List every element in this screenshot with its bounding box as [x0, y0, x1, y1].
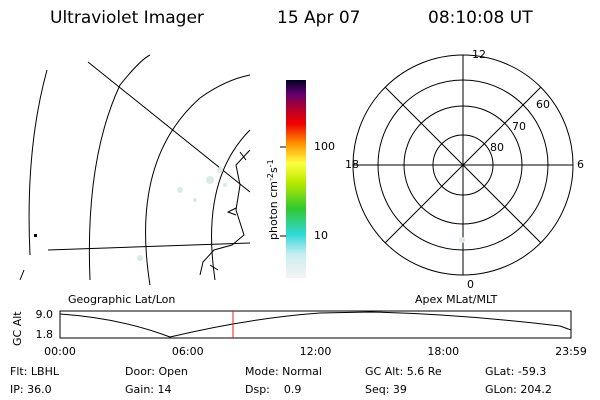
- x-tick-label: 23:59: [555, 345, 587, 358]
- lat-line: [88, 54, 151, 281]
- lat-label: 80: [490, 141, 504, 154]
- x-tick-label: 00:00: [44, 345, 76, 358]
- lat-label: 70: [512, 120, 526, 133]
- y-tick-label: 9.0: [36, 308, 54, 321]
- info-field: Seq: 39: [365, 383, 407, 396]
- date: 15 Apr 07: [277, 8, 360, 28]
- title: Ultraviolet Imager: [50, 8, 204, 28]
- lon-line: [87, 61, 251, 193]
- exp: -2: [266, 173, 275, 181]
- polar-grid: [352, 54, 574, 276]
- map-label: Geographic Lat/Lon: [68, 293, 175, 306]
- x-tick-label: 06:00: [172, 345, 204, 358]
- geographic-map: [19, 54, 251, 286]
- unit: photon cm: [267, 181, 280, 240]
- x-tick-label: 18:00: [427, 345, 459, 358]
- colorbar-tick-label: 100: [314, 140, 335, 153]
- x-tick-label: 12:00: [300, 345, 332, 358]
- lat-line: [211, 129, 251, 281]
- time: 08:10:08 UT: [428, 8, 533, 28]
- info-field: Door: Open: [125, 365, 188, 378]
- lat-line: [145, 74, 251, 286]
- marker: [34, 234, 37, 237]
- altitude-frame: [59, 310, 572, 339]
- altitude-axis-label: GC Alt: [11, 311, 24, 346]
- coastline: [19, 149, 251, 281]
- info-panel: Flt: LBHL Door: Open Mode: Normal GC Alt: 5…: [10, 365, 552, 396]
- info-field: IP: 36.0: [10, 383, 52, 396]
- info-field: Gain: 14: [125, 383, 172, 396]
- x-ticks: 00:00 06:00 12:00 18:00 23:59: [44, 345, 587, 358]
- aurora: [137, 167, 227, 261]
- info-field: Mode: Normal: [245, 365, 322, 378]
- info-field: Dsp: 0.9: [245, 383, 301, 396]
- info-field: GLat: -59.3: [485, 365, 546, 378]
- lon-line: [47, 242, 251, 251]
- mlt-label: 12: [472, 48, 486, 61]
- info-field: GLon: 204.2: [485, 383, 552, 396]
- map-label: Apex MLat/MLT: [415, 293, 498, 306]
- y-tick-label: 1.8: [36, 328, 54, 341]
- altitude-curve: [59, 311, 572, 338]
- colorbar-tick-label: 10: [314, 229, 328, 242]
- mlt-label: 18: [345, 158, 359, 171]
- info-field: GC Alt: 5.6 Re: [365, 365, 442, 378]
- mlt-label: 0: [467, 278, 474, 291]
- exp: -1: [266, 159, 275, 167]
- info-field: Flt: LBHL: [10, 365, 60, 378]
- colorbar-label: photon cm-2s-1: [266, 159, 281, 240]
- colorbar: [286, 80, 306, 278]
- unit: s: [267, 167, 280, 173]
- mlt-label: 6: [577, 158, 584, 171]
- lat-line: [28, 69, 48, 256]
- lat-label: 60: [536, 98, 550, 111]
